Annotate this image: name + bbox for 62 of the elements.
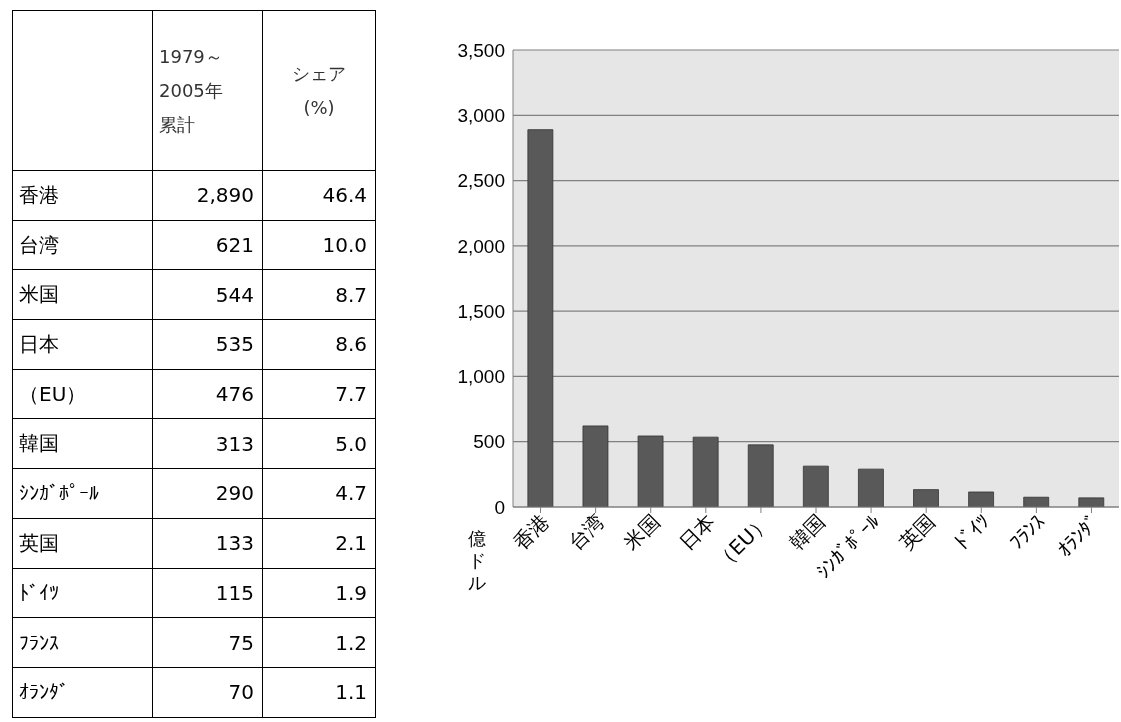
bar [527,129,554,507]
data-label: 535 [153,320,263,370]
bar [1078,497,1105,507]
bar [582,425,609,507]
category-label: 韓国 [13,419,153,470]
category-label: ｵﾗﾝﾀﾞ [13,667,153,718]
bar [802,465,829,507]
data-label: 10.0 [263,220,376,271]
data-label: 2,890 [153,171,263,221]
text: 1979～2005年累計 [159,44,224,137]
data-label: 5.0 [263,419,376,470]
x-tick-label: 台湾 [563,509,610,555]
data-label: 7.7 [263,369,376,420]
data-label: 75 [153,618,263,668]
x-tick-label: ﾄﾞｲﾂ [949,509,995,555]
data-label: 1.2 [263,618,376,668]
category-label: 香港 [13,171,153,221]
data-label: 1.1 [263,667,376,718]
bar [637,435,664,507]
bar [968,491,994,507]
data-label: 115 [153,568,263,619]
y-tick-label: 2,000 [457,235,505,257]
category-label: ｼﾝｶﾞﾎﾟｰﾙ [13,469,153,519]
bar [858,468,884,507]
y-tick-label: 3,000 [457,105,505,127]
bar [913,489,939,507]
data-label: 2.1 [263,518,376,569]
data-label: 1.9 [263,568,376,619]
category-label: ﾌﾗﾝｽ [13,618,153,668]
category-label: （EU） [13,369,153,420]
x-tick-label: ﾌﾗﾝｽ [1004,509,1050,555]
y-tick-label: 0 [494,496,505,518]
data-label: 8.6 [263,320,376,370]
data-label: 313 [153,419,263,470]
y-tick-label: 500 [473,431,505,453]
data-label: 8.7 [263,270,376,321]
data-label: 70 [153,667,263,718]
category-label: 台湾 [13,220,153,271]
x-tick-label: 米国 [619,509,665,555]
x-tick-label: ｵﾗﾝﾀﾞ [1052,509,1105,562]
x-tick-label: 韓国 [784,509,830,555]
text: シェア(%) [291,61,347,120]
data-label: 133 [153,518,263,569]
y-tick-label: 1,000 [457,366,505,388]
x-tick-label: 日本 [674,509,720,555]
bar [747,444,774,507]
x-tick-label: 英国 [894,509,940,555]
category-label: 米国 [13,270,153,321]
data-label: 544 [153,270,263,321]
x-tick-label: 香港 [508,509,555,555]
y-tick-label: 3,500 [457,39,505,61]
data-label: 290 [153,469,263,519]
y-axis-title: 億ドル [467,528,487,594]
y-tick-label: 2,500 [457,170,505,192]
category-label: ﾄﾞｲﾂ [13,568,153,619]
data-label: 621 [153,220,263,271]
data-label: 4.7 [263,469,376,519]
category-label: 日本 [13,320,153,370]
bar [692,436,719,507]
y-tick-label: 1,500 [457,300,505,322]
data-label: 46.4 [263,171,376,221]
data-label: 476 [153,369,263,420]
